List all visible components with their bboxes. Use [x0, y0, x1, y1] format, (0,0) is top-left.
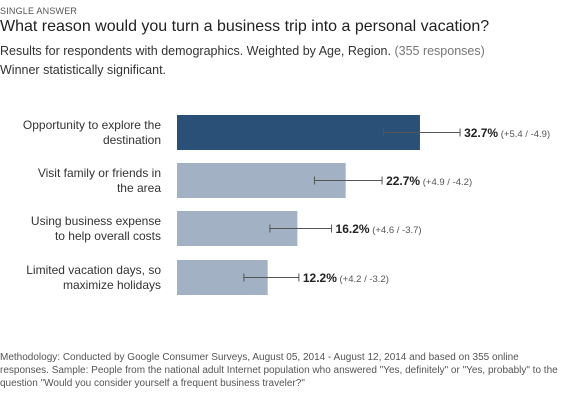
- category-label-line: maximize holidays: [62, 277, 161, 292]
- value-label-1: 32.7% (+5.4 / -4.9): [464, 126, 550, 142]
- methodology-note: Methodology: Conducted by Google Consume…: [0, 352, 558, 389]
- value-error-range: (+4.2 / -3.2): [336, 273, 389, 285]
- category-label-4: Limited vacation days, so maximize holida…: [0, 263, 161, 293]
- winner-note: Winner statistically significant.: [0, 63, 167, 77]
- category-label-line: to help overall costs: [54, 228, 161, 243]
- chart-title: What reason would you turn a business tr…: [0, 18, 490, 35]
- category-label-line: Opportunity to explore the: [22, 117, 161, 132]
- category-label-1: Opportunity to explore the destination: [0, 118, 161, 148]
- category-label-line: the area: [116, 180, 161, 195]
- value-percent: 32.7%: [464, 125, 499, 140]
- category-label-line: Visit family or friends in: [37, 165, 161, 180]
- category-label-line: Limited vacation days, so: [26, 262, 161, 277]
- chart-subtitle: Results for respondents with demographic…: [0, 44, 485, 58]
- response-count: (355 responses): [394, 44, 485, 58]
- value-percent: 22.7%: [386, 173, 421, 188]
- value-label-4: 12.2% (+4.2 / -3.2): [303, 271, 389, 287]
- error-bar-3: [269, 224, 333, 233]
- bar-chart: [177, 115, 461, 295]
- category-label-line: Using business expense: [30, 213, 161, 228]
- bar-1: [177, 115, 420, 150]
- category-label-2: Visit family or friends in the area: [0, 166, 161, 196]
- error-bar-2: [313, 176, 383, 185]
- question-type-label: SINGLE ANSWER: [0, 6, 78, 16]
- category-label-line: destination: [102, 132, 161, 147]
- subtitle-text: Results for respondents with demographic…: [0, 44, 391, 58]
- value-label-3: 16.2% (+4.6 / -3.7): [336, 222, 422, 238]
- category-label-3: Using business expense to help overall co…: [0, 214, 161, 244]
- value-error-range: (+4.6 / -3.7): [369, 224, 422, 236]
- value-percent: 12.2%: [302, 270, 337, 285]
- value-label-2: 22.7% (+4.9 / -4.2): [386, 174, 472, 190]
- error-bar-4: [243, 273, 300, 282]
- value-percent: 16.2%: [335, 221, 370, 236]
- value-error-range: (+4.9 / -4.2): [420, 176, 473, 188]
- value-error-range: (+5.4 / -4.9): [498, 128, 551, 140]
- error-bar-1: [383, 128, 461, 137]
